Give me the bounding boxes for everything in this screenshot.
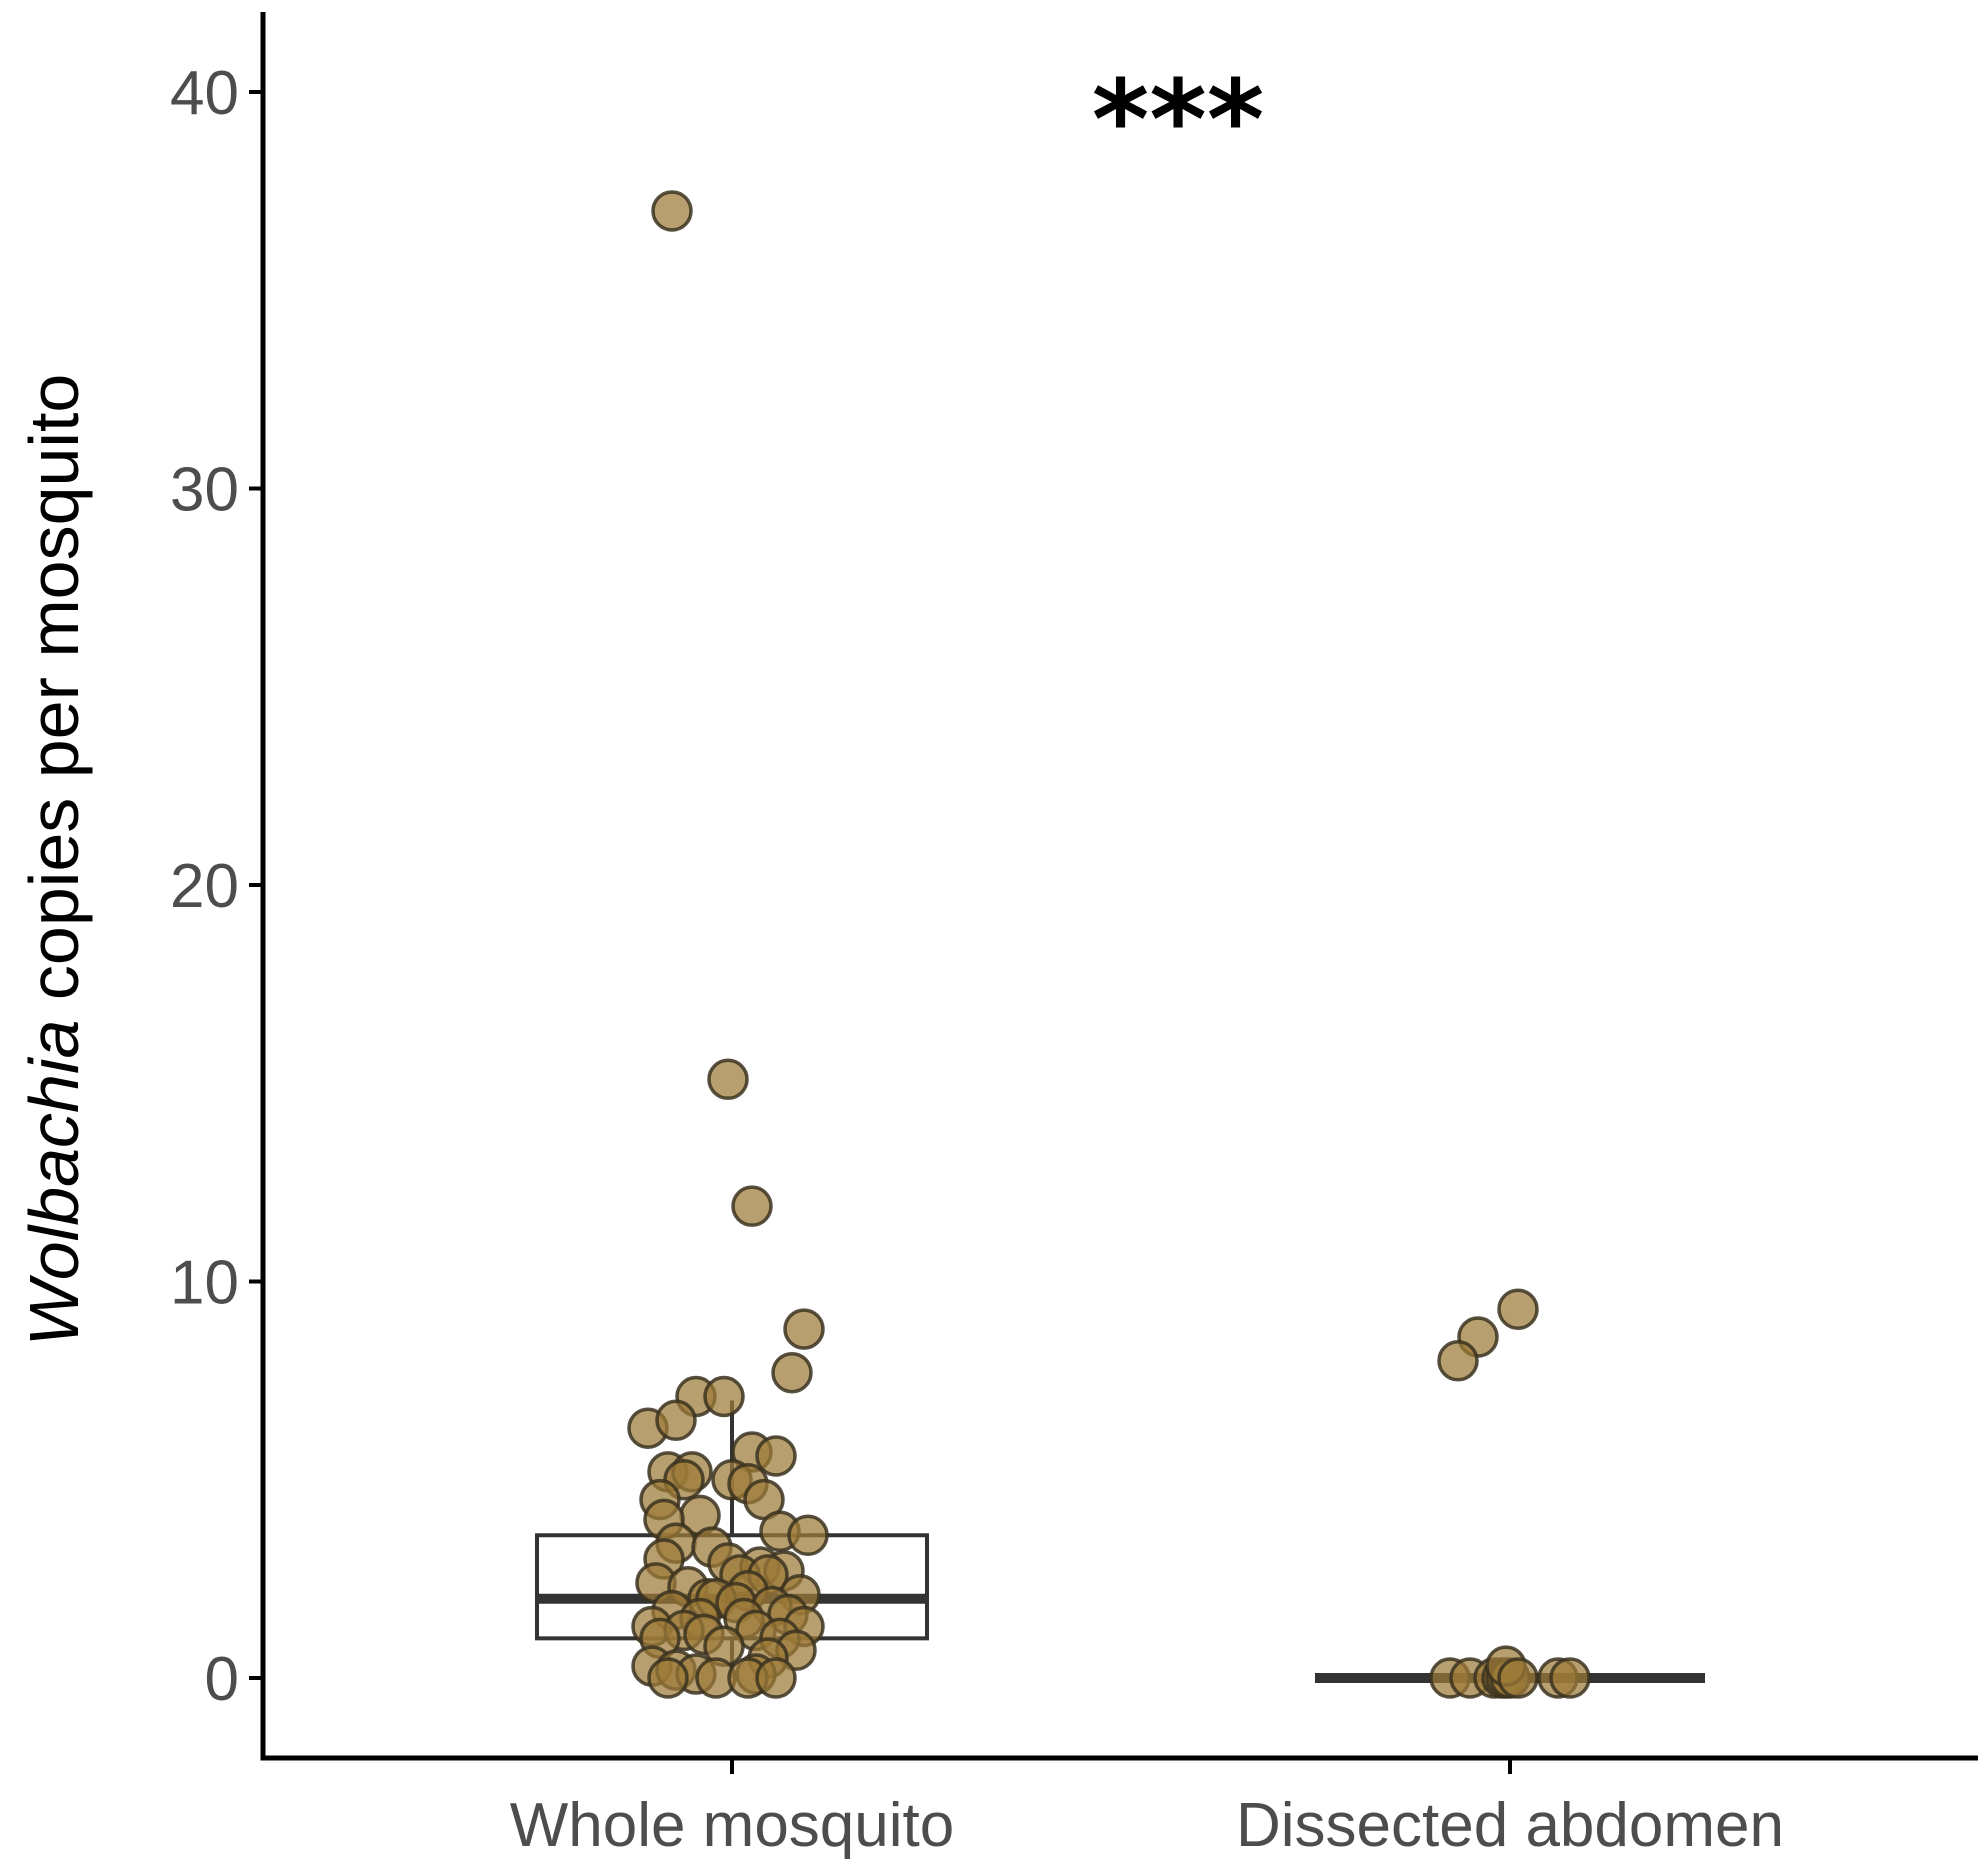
y-axis-title-italic: Wolbachia (15, 1020, 93, 1347)
data-point (755, 1435, 797, 1477)
y-axis-title: Wolbachia copies per mosquito (15, 374, 93, 1347)
y-tick-label: 10 (170, 1249, 239, 1318)
data-point (731, 1185, 773, 1227)
data-point (1549, 1657, 1591, 1699)
significance-annotation: *** (1092, 56, 1265, 184)
y-tick-label: 30 (170, 456, 239, 525)
data-point (707, 1058, 749, 1101)
data-point (647, 1657, 689, 1699)
data-point (771, 1351, 813, 1394)
data-point (1497, 1657, 1539, 1699)
y-axis-title-rest: copies per mosquito (15, 374, 93, 1020)
y-ticks: 0 10 20 30 40 (170, 59, 263, 1714)
y-tick-label: 0 (205, 1645, 239, 1714)
data-point (755, 1657, 797, 1699)
x-ticks: Whole mosquito Dissected abdomen (510, 1758, 1784, 1860)
data-point (783, 1308, 825, 1350)
data-point (655, 1399, 697, 1442)
data-point (1437, 1340, 1479, 1382)
data-point (703, 1375, 745, 1418)
points-layer (627, 190, 1591, 1699)
y-tick-label: 20 (170, 852, 239, 921)
x-tick-label: Whole mosquito (510, 1791, 955, 1860)
y-tick-label: 40 (170, 59, 239, 128)
data-point (1497, 1288, 1539, 1331)
x-tick-label: Dissected abdomen (1236, 1791, 1784, 1860)
data-point (787, 1514, 829, 1557)
data-point (651, 190, 693, 232)
